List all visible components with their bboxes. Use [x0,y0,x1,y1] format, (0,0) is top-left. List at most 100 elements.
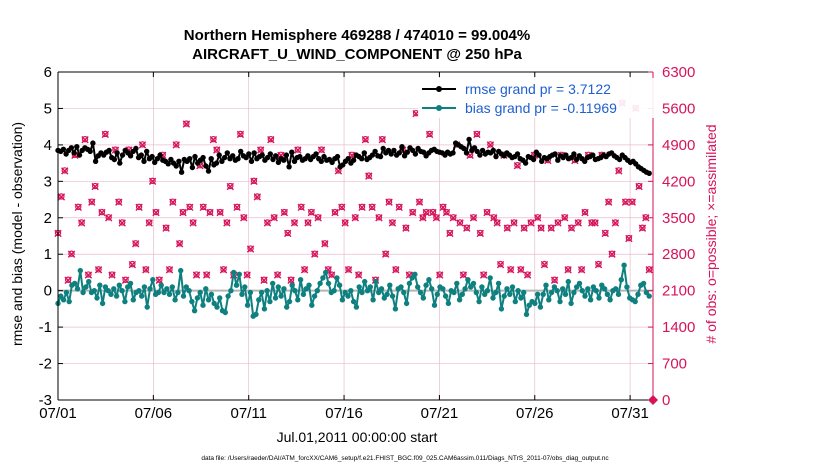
obs-possible-marker [375,214,383,221]
obs-assimilated-marker [520,224,528,232]
bias-point [412,271,418,277]
obs-assimilated-marker [354,271,363,279]
bias-point [635,291,641,297]
obs-possible-marker [612,219,619,226]
obs-possible-marker [392,266,400,273]
obs-possible-marker [426,130,433,138]
bias-point [186,288,192,294]
obs-possible-marker [575,219,582,226]
bias-point [359,289,365,296]
bias-point [560,286,566,292]
obs-assimilated-marker [267,135,275,144]
rmse-point [127,153,134,159]
rmse-point [590,152,596,158]
bias-point [632,298,638,305]
obs-assimilated-marker [425,130,434,139]
plot-series [54,99,658,405]
obs-assimilated-marker [419,214,427,222]
obs-assimilated-marker [88,198,96,206]
rmse-point [205,168,212,174]
rmse-point [203,163,209,169]
y-tick-label-left: 6 [44,64,52,81]
obs-assimilated-marker [527,219,535,227]
bias-point [189,298,195,305]
bias-point [323,269,329,276]
obs-possible-marker [294,146,302,153]
bias-point [339,297,346,303]
y-tick-label-right: 2100 [662,283,695,300]
rmse-point [246,151,252,157]
rmse-point [404,149,410,155]
obs-possible-marker [223,219,231,226]
bias-point [587,297,594,303]
rmse-point [289,149,295,155]
rmse-point [189,164,196,171]
bias-point [63,289,70,296]
obs-possible-marker [429,208,437,216]
obs-possible-marker [487,141,494,148]
obs-assimilated-marker [547,224,555,232]
obs-assimilated-marker [473,130,481,139]
bias-point [275,284,281,290]
obs-assimilated-marker [432,214,441,222]
obs-possible-marker [409,208,416,216]
obs-possible-marker [108,271,116,278]
obs-possible-marker [341,219,349,226]
obs-possible-marker [551,276,558,283]
obs-assimilated-marker [219,266,228,274]
chart-title-line1: Northern Hemisphere 469288 / 474010 = 99… [184,27,530,44]
bias-point [521,289,527,296]
bias-point [272,295,279,301]
rmse-point [350,157,357,163]
obs-assimilated-marker [216,208,224,217]
obs-possible-marker [564,266,572,273]
rmse-point [235,156,241,162]
obs-assimilated-marker [165,266,174,274]
bias-point [373,278,379,285]
obs-possible-marker [281,208,288,216]
bias-point [364,288,371,294]
bias-point [270,280,276,287]
obs-assimilated-marker [64,276,72,284]
obs-assimilated-marker [621,198,630,206]
obs-assimilated-marker [506,266,515,274]
obs-possible-marker [220,266,227,273]
obs-assimilated-marker [338,203,346,212]
rmse-point [68,145,75,151]
rmse-point [230,153,236,159]
rmse-point [200,154,206,161]
obs-possible-marker [308,208,315,216]
rmse-point [571,151,577,157]
y-tick-label-right: 700 [662,356,687,373]
bias-point [387,282,393,288]
bias-point [214,304,220,310]
obs-possible-marker [152,208,160,216]
obs-assimilated-marker [77,219,86,227]
obs-possible-marker [561,214,568,221]
bias-point [613,286,619,292]
obs-assimilated-marker [162,224,170,232]
obs-possible-marker [81,135,89,143]
rmse-point [291,158,298,164]
obs-assimilated-marker [314,214,322,222]
obs-possible-marker [602,229,609,237]
obs-assimilated-marker [550,276,559,284]
obs-possible-marker [257,146,264,153]
bias-point [534,291,541,297]
obs-assimilated-marker [179,208,187,217]
rmse-point [359,156,365,162]
bias-point [94,295,100,301]
bias-point [225,293,231,299]
bias-point [336,282,343,288]
obs-possible-marker [115,198,123,205]
bias-point [495,280,502,287]
obs-assimilated-marker [121,276,130,284]
obs-possible-marker [338,203,345,211]
rmse-point [238,148,244,155]
x-tick-label: 07/31 [611,405,649,422]
rmse-point [178,169,185,175]
obs-assimilated-marker [132,240,140,248]
bias-point [473,289,479,296]
bias-point [136,288,142,294]
bias-point [306,282,312,288]
